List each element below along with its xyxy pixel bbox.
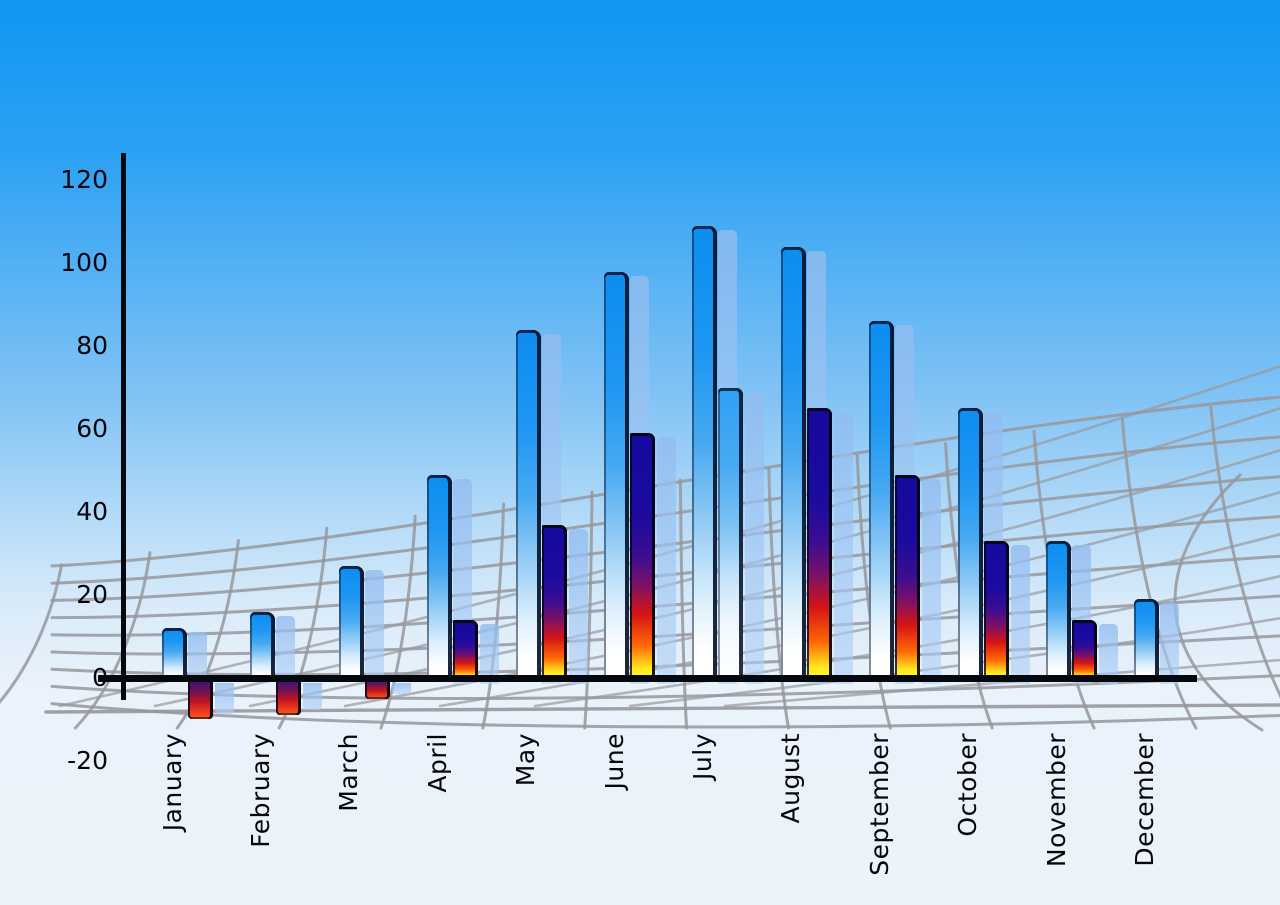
bar-december-primary <box>1134 599 1160 678</box>
bar-shadow-january-primary <box>188 632 207 684</box>
bar-june-primary <box>604 271 629 678</box>
bar-shadow-september-secondary <box>922 478 942 684</box>
grid-line <box>583 490 594 730</box>
bar-shadow-march-primary <box>364 570 384 684</box>
bar-april-secondary <box>453 619 479 678</box>
bar-august-secondary <box>806 408 832 678</box>
bar-july-secondary <box>718 387 744 678</box>
y-tick-label--20: -20 <box>67 745 108 775</box>
bar-may-primary <box>515 329 541 678</box>
bar-shadow-january-secondary <box>215 683 234 715</box>
bar-shadow-july-secondary <box>745 391 765 684</box>
y-tick-label-20: 20 <box>76 580 108 610</box>
x-axis-label-december: December <box>1129 733 1159 867</box>
x-axis-label-november: November <box>1041 733 1071 868</box>
bar-june-secondary <box>630 433 655 678</box>
grid-line <box>533 574 1280 708</box>
bar-shadow-december-primary <box>1160 603 1180 684</box>
bar-shadow-february-secondary <box>303 683 323 711</box>
y-axis-line <box>121 153 126 700</box>
y-tick-label-120: 120 <box>60 165 108 195</box>
bar-november-primary <box>1046 541 1071 678</box>
x-axis-label-january: January <box>157 733 187 832</box>
bar-shadow-june-secondary <box>657 437 676 684</box>
x-axis-label-february: February <box>245 733 275 848</box>
grid-line <box>678 478 689 730</box>
bar-october-secondary <box>983 541 1009 678</box>
grid-line <box>0 563 64 704</box>
bar-march-secondary <box>364 678 390 699</box>
x-axis-label-september: September <box>864 733 894 876</box>
bar-may-secondary <box>541 524 567 678</box>
grid-line <box>44 703 1280 714</box>
x-axis-zero-baseline <box>98 675 1197 682</box>
x-axis-label-august: August <box>776 733 806 824</box>
y-tick-label-0: 0 <box>28 662 108 694</box>
bar-april-primary <box>427 474 453 678</box>
grid-line <box>379 514 417 730</box>
bar-august-primary <box>780 246 806 678</box>
y-tick-label-80: 80 <box>76 331 108 361</box>
grid-line <box>58 364 1280 708</box>
grid-line <box>767 466 790 730</box>
bar-shadow-february-primary <box>276 615 296 684</box>
bar-shadow-august-secondary <box>833 412 853 684</box>
y-tick-label-100: 100 <box>60 248 108 278</box>
bar-october-primary <box>957 408 983 678</box>
bar-january-primary <box>162 628 187 678</box>
x-axis-label-april: April <box>422 733 452 793</box>
bar-shadow-march-secondary <box>391 683 411 694</box>
y-tick-label-60: 60 <box>76 414 108 444</box>
grid-line <box>855 454 892 730</box>
x-axis-label-march: March <box>334 733 364 812</box>
bar-september-primary <box>869 321 895 678</box>
bar-november-secondary <box>1072 619 1097 678</box>
bar-march-primary <box>338 566 364 678</box>
y-tick-label-40: 40 <box>76 497 108 527</box>
bar-shadow-november-secondary <box>1099 623 1118 684</box>
bar-september-secondary <box>895 474 921 678</box>
x-axis-label-october: October <box>953 733 983 837</box>
x-axis-label-june: June <box>599 733 629 790</box>
x-axis-label-may: May <box>511 733 541 787</box>
bar-january-secondary <box>188 678 213 720</box>
bar-february-secondary <box>276 678 302 716</box>
bar-february-primary <box>250 611 276 678</box>
x-axis-label-july: July <box>687 733 717 780</box>
grid-line <box>1120 417 1198 730</box>
bar-shadow-october-secondary <box>1010 545 1030 684</box>
bar-july-primary <box>692 225 718 678</box>
bar-shadow-may-secondary <box>568 528 588 684</box>
bar-shadow-april-secondary <box>480 623 500 684</box>
